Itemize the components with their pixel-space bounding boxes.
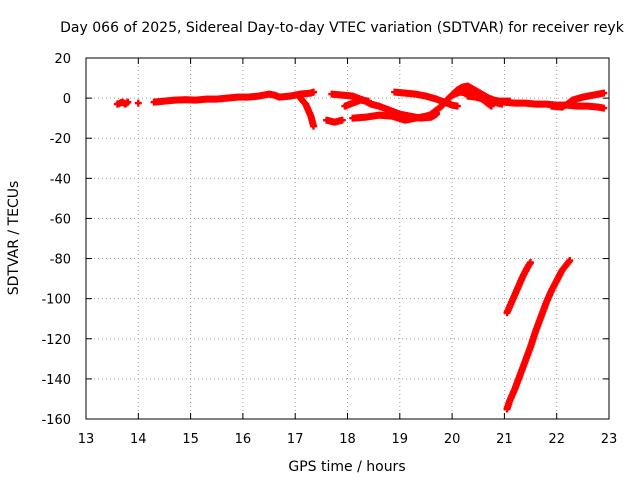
x-tick-label: 19 (392, 432, 409, 447)
y-tick-label: 0 (63, 92, 71, 107)
y-tick-label: -100 (41, 293, 71, 308)
x-axis-label: GPS time / hours (288, 459, 405, 475)
x-tick-label: 22 (548, 432, 565, 447)
x-tick-label: 23 (601, 432, 618, 447)
series-arc-o (503, 259, 535, 317)
x-tick-label: 18 (339, 432, 356, 447)
x-tick-label: 15 (182, 432, 199, 447)
x-tick-label: 21 (496, 432, 513, 447)
data-point-v (500, 100, 503, 108)
chart-title: Day 066 of 2025, Sidereal Day-to-day VTE… (60, 20, 625, 36)
series-arc-c (150, 88, 318, 106)
series-arc-n (547, 89, 608, 111)
y-tick-label: -20 (50, 132, 71, 147)
series-arc-d (296, 94, 318, 130)
data-point-v (312, 88, 315, 96)
data-point-v (602, 89, 605, 97)
x-tick-label: 13 (78, 432, 95, 447)
x-tick-label: 20 (444, 432, 461, 447)
series-arc-e (323, 116, 346, 126)
series-arc-a (113, 98, 132, 108)
data-point-v (529, 259, 532, 267)
y-tick-label: -160 (41, 413, 71, 428)
x-tick-label: 14 (130, 432, 147, 447)
data-point-v (456, 102, 459, 110)
data-layer (113, 82, 608, 413)
y-axis-label: SDTVAR / TECUs (6, 181, 22, 296)
series-arc-p (503, 257, 574, 413)
y-tick-label: -40 (50, 172, 71, 187)
data-point-v (126, 98, 130, 106)
x-tick-label: 16 (235, 432, 252, 447)
data-point-v (341, 116, 344, 124)
series-arc-g (341, 96, 372, 110)
data-point-v (568, 257, 571, 265)
series-arc-b (134, 99, 142, 107)
x-tick-label: 17 (287, 432, 304, 447)
y-tick-label: -140 (41, 373, 71, 388)
data-point-v (367, 97, 370, 105)
data-point-v (602, 104, 605, 112)
grid-layer (86, 58, 609, 419)
series-arc-l (464, 92, 506, 108)
y-tick-label: -80 (50, 253, 71, 268)
y-tick-label: -120 (41, 333, 71, 348)
ticks-layer: 13 14 15 16 17 18 19 20 21 22 23 20 0 -20 -40 -60 -80 -10… (41, 52, 617, 447)
data-point-v (312, 122, 315, 130)
data-point-v (137, 99, 140, 107)
data-point-v (490, 102, 493, 110)
series-arc-i (391, 88, 461, 110)
y-tick-label: -60 (50, 212, 71, 227)
y-tick-label: 20 (54, 52, 71, 67)
